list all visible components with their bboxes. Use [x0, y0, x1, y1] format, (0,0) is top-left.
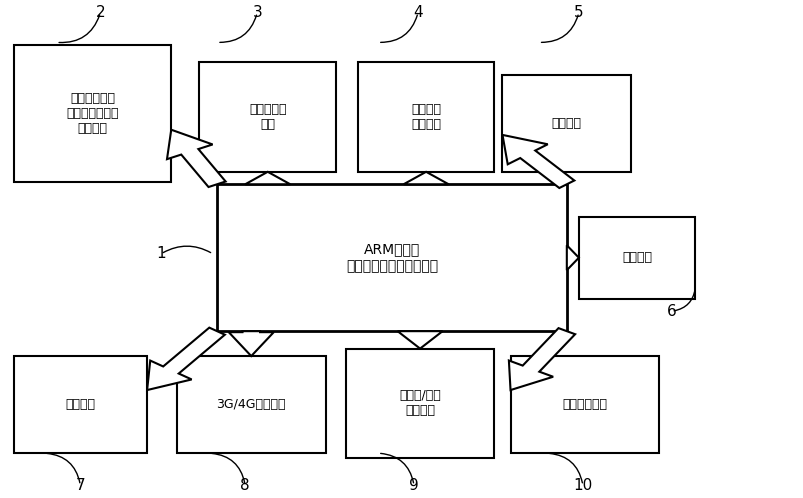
Bar	[510, 356, 658, 453]
Polygon shape	[228, 331, 274, 356]
Text: 3: 3	[252, 5, 262, 20]
Text: 地磁场/北斗
定位模块: 地磁场/北斗 定位模块	[399, 389, 440, 417]
Text: 扩展模块: 扩展模块	[622, 251, 651, 264]
Polygon shape	[147, 328, 225, 390]
Text: 8: 8	[240, 478, 250, 493]
Text: 4: 4	[413, 5, 422, 20]
Bar	[177, 356, 325, 453]
Bar	[199, 62, 336, 172]
Text: 1: 1	[156, 247, 165, 261]
Bar	[345, 349, 494, 458]
Bar	[357, 62, 494, 172]
Bar	[502, 75, 630, 172]
Text: 高分卫星
接收模块: 高分卫星 接收模块	[410, 103, 441, 131]
Text: 10: 10	[573, 478, 592, 493]
Text: 电源管理模块
（含电路过压保
护单元）: 电源管理模块 （含电路过压保 护单元）	[67, 92, 119, 135]
Text: ARM处理器
（内置重力场测算模块）: ARM处理器 （内置重力场测算模块）	[345, 243, 438, 273]
Text: 9: 9	[409, 478, 418, 493]
Text: 5: 5	[573, 5, 583, 20]
Bar	[14, 356, 147, 453]
Bar	[217, 184, 566, 331]
Polygon shape	[167, 129, 226, 187]
Polygon shape	[245, 172, 290, 184]
Polygon shape	[508, 328, 574, 390]
Text: 防雷模块: 防雷模块	[66, 398, 96, 411]
Text: 速度传感器
模块: 速度传感器 模块	[249, 103, 286, 131]
Text: 图象处理模块: 图象处理模块	[562, 398, 606, 411]
Polygon shape	[502, 135, 573, 188]
Text: 6: 6	[666, 304, 675, 319]
Bar	[578, 217, 695, 299]
Text: 电话模块: 电话模块	[551, 117, 581, 130]
Text: 2: 2	[96, 5, 105, 20]
Text: 7: 7	[75, 478, 85, 493]
Polygon shape	[566, 245, 578, 270]
Polygon shape	[403, 172, 448, 184]
Polygon shape	[397, 331, 442, 349]
Text: 3G/4G通讯模块: 3G/4G通讯模块	[216, 398, 286, 411]
Bar	[14, 45, 171, 182]
